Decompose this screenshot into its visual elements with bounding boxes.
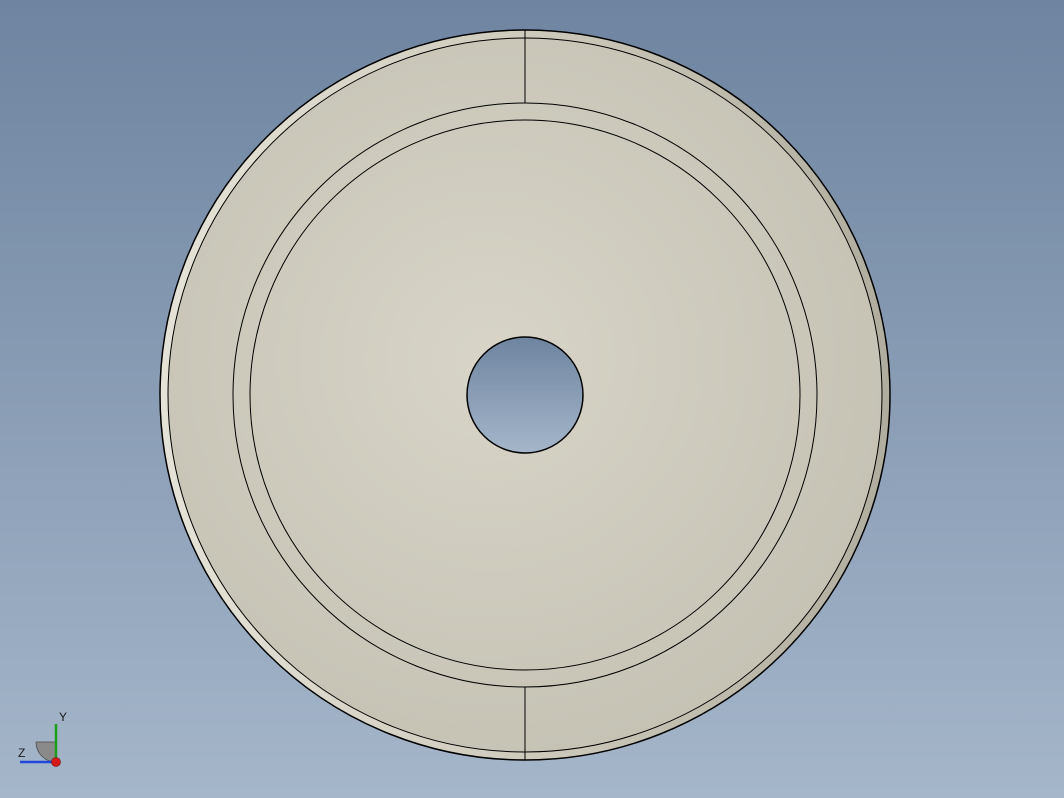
axis-gizmo[interactable]: Y Z bbox=[18, 704, 94, 780]
axis-x bbox=[52, 758, 61, 767]
model-canvas bbox=[0, 0, 1064, 798]
model-bore bbox=[467, 337, 583, 453]
axis-label-y: Y bbox=[59, 710, 67, 724]
cad-viewport[interactable]: Y Z bbox=[0, 0, 1064, 798]
axis-label-z: Z bbox=[18, 746, 25, 760]
